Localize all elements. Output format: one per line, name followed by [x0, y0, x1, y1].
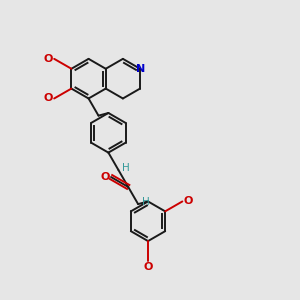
Text: O: O — [183, 196, 193, 206]
Text: H: H — [142, 197, 150, 207]
Text: O: O — [44, 94, 53, 103]
Text: H: H — [122, 163, 130, 173]
Text: N: N — [136, 64, 146, 74]
Text: O: O — [143, 262, 153, 272]
Text: O: O — [101, 172, 110, 182]
Text: O: O — [44, 54, 53, 64]
